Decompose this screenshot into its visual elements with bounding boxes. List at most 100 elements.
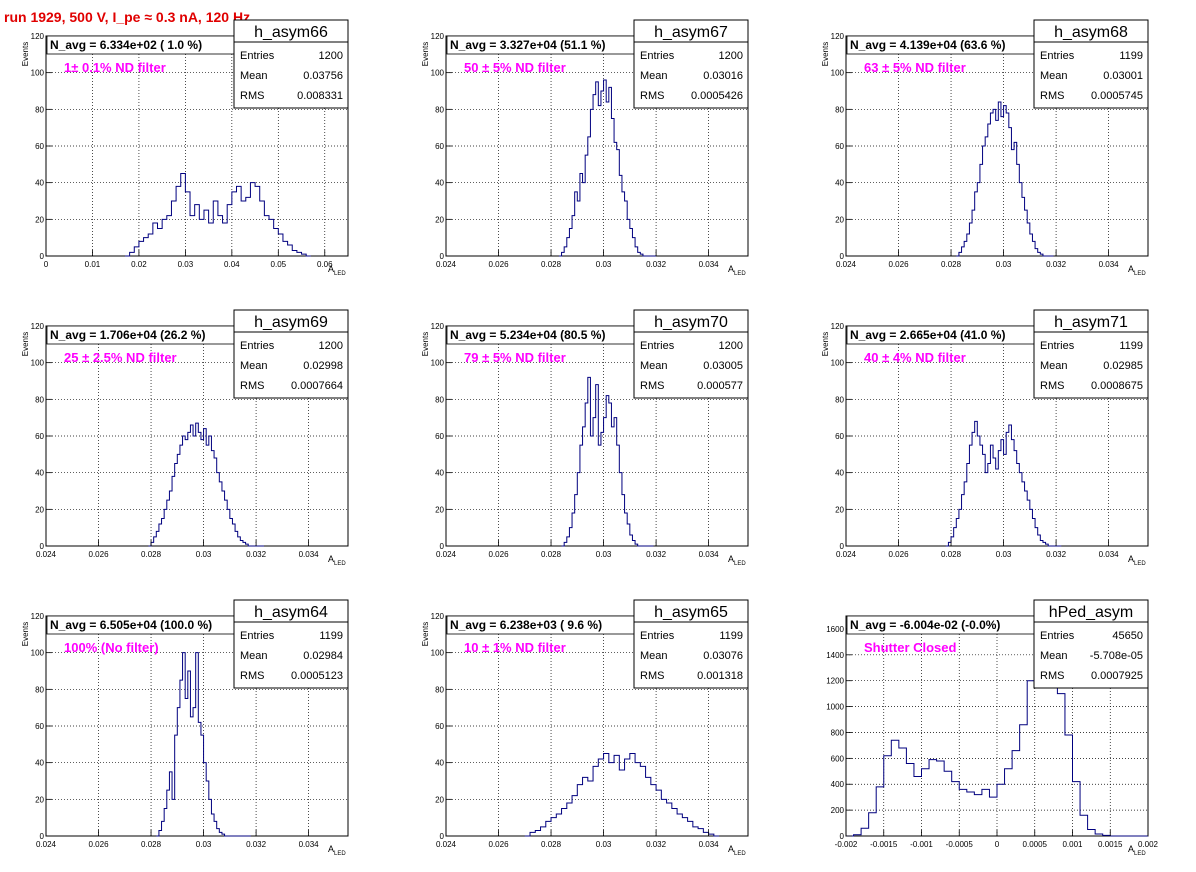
y-tick-label: 40 <box>35 759 44 768</box>
stats-box <box>633 309 749 399</box>
y-tick-label: 800 <box>831 728 845 737</box>
stats-label: Mean <box>640 650 668 662</box>
stats-value: 0.03756 <box>303 70 343 82</box>
y-tick-label: 60 <box>835 432 844 441</box>
y-tick-label: 0 <box>440 832 445 841</box>
y-tick-label: 80 <box>35 105 44 114</box>
stats-label: RMS <box>1040 380 1064 392</box>
stats-value: 1199 <box>319 630 343 642</box>
stats-value: 1200 <box>319 340 343 352</box>
x-tick-label: 0.03 <box>178 260 194 269</box>
x-tick-label: 0.026 <box>89 840 110 849</box>
x-tick-label: 0.0015 <box>1098 840 1123 849</box>
y-tick-label: 120 <box>431 322 445 331</box>
stats-label: RMS <box>240 90 264 102</box>
stats-box <box>1033 309 1149 399</box>
x-tick-label: 0.001 <box>1062 840 1083 849</box>
y-tick-label: 100 <box>31 359 45 368</box>
x-tick-label: 0.02 <box>131 260 147 269</box>
x-axis-label-subscript: LED <box>734 851 746 857</box>
x-tick-label: 0.032 <box>646 550 667 559</box>
y-tick-label: 0 <box>440 252 445 261</box>
x-tick-label: 0.026 <box>489 260 510 269</box>
panel-title: N_avg = 3.327e+04 (51.1 %) <box>450 38 605 52</box>
stats-value: 1200 <box>719 50 743 62</box>
panel-title: N_avg = 6.238e+03 ( 9.6 %) <box>450 618 602 632</box>
x-tick-label: 0.034 <box>1099 550 1120 559</box>
x-tick-label: -0.0005 <box>946 840 974 849</box>
y-tick-label: 120 <box>31 322 45 331</box>
x-tick-label: 0.04 <box>224 260 240 269</box>
y-tick-label: 100 <box>431 359 445 368</box>
x-axis-label-subscript: LED <box>334 271 346 277</box>
x-axis-label-subscript: LED <box>334 561 346 567</box>
stats-label: RMS <box>640 380 664 392</box>
y-axis-label: Events <box>21 622 30 646</box>
panel-title: N_avg = 5.234e+04 (80.5 %) <box>450 328 605 342</box>
x-tick-label: 0.03 <box>996 550 1012 559</box>
x-tick-label: 0.024 <box>436 260 457 269</box>
x-tick-label: 0.034 <box>299 550 320 559</box>
x-tick-label: 0.032 <box>1046 260 1067 269</box>
x-axis-label-subscript: LED <box>1134 851 1146 857</box>
stats-box <box>233 19 349 109</box>
y-tick-label: 60 <box>435 722 444 731</box>
y-tick-label: 20 <box>35 215 44 224</box>
x-axis-label: ALED <box>328 844 346 857</box>
y-tick-label: 120 <box>831 32 845 41</box>
y-tick-label: 20 <box>835 215 844 224</box>
x-axis-label: ALED <box>1128 264 1146 277</box>
x-tick-label: 0.03 <box>196 840 212 849</box>
x-tick-label: 0.034 <box>699 550 720 559</box>
y-tick-label: 40 <box>835 179 844 188</box>
stats-value: 1200 <box>319 50 343 62</box>
stats-label: Entries <box>1040 50 1075 62</box>
stats-value: 0.03016 <box>703 70 743 82</box>
y-axis-label: Events <box>421 332 430 356</box>
filter-annotation: 25 ± 2.5% ND filter <box>64 350 177 365</box>
stats-value: 0.0007925 <box>1091 670 1143 682</box>
x-tick-label: 0.026 <box>489 550 510 559</box>
x-tick-label: 0.032 <box>1046 550 1067 559</box>
stats-label: RMS <box>640 670 664 682</box>
histogram-panel-h_asym71: 0.024 0.026 0.028 0.03 0.032 0.034 0 20 40 60 80 10… <box>821 309 1149 567</box>
stats-label: RMS <box>1040 670 1064 682</box>
stats-label: Mean <box>1040 70 1068 82</box>
filter-annotation: 40 ± 4% ND filter <box>864 350 966 365</box>
histogram-panel-h_asym69: 0.024 0.026 0.028 0.03 0.032 0.034 0 20 40 60 80 10… <box>21 309 349 567</box>
histogram-line <box>561 376 654 547</box>
x-tick-label: 0.024 <box>836 550 857 559</box>
y-tick-label: 100 <box>431 649 445 658</box>
x-tick-label: 0.028 <box>941 260 962 269</box>
x-tick-label: 0.032 <box>646 260 667 269</box>
stats-title: h_asym71 <box>1054 314 1128 331</box>
y-tick-label: 0 <box>40 252 45 261</box>
y-tick-label: 80 <box>35 395 44 404</box>
x-tick-label: 0 <box>995 840 1000 849</box>
x-axis-label: ALED <box>328 264 346 277</box>
panel-title: N_avg = 6.334e+02 ( 1.0 %) <box>50 38 202 52</box>
stats-value: 0.001318 <box>697 670 743 682</box>
stats-label: RMS <box>1040 90 1064 102</box>
stats-value: 0.000577 <box>697 380 743 392</box>
x-tick-label: 0.024 <box>436 840 457 849</box>
y-tick-label: 1400 <box>826 651 844 660</box>
x-tick-label: 0.06 <box>317 260 333 269</box>
filter-annotation: 63 ± 5% ND filter <box>864 60 966 75</box>
stats-label: Mean <box>1040 650 1068 662</box>
y-tick-label: 20 <box>35 795 44 804</box>
x-tick-label: 0.034 <box>699 260 720 269</box>
stats-label: RMS <box>240 670 264 682</box>
y-axis-label: Events <box>21 42 30 66</box>
y-tick-label: 100 <box>431 69 445 78</box>
x-axis-label-subscript: LED <box>734 561 746 567</box>
stats-title: hPed_asym <box>1049 604 1134 621</box>
x-tick-label: 0.05 <box>271 260 287 269</box>
y-tick-label: 80 <box>435 395 444 404</box>
y-tick-label: 40 <box>35 469 44 478</box>
x-tick-label: 0.024 <box>36 550 57 559</box>
x-tick-label: 0.026 <box>889 260 910 269</box>
stats-label: Mean <box>640 360 668 372</box>
x-tick-label: 0.03 <box>596 260 612 269</box>
y-tick-label: 40 <box>435 179 444 188</box>
